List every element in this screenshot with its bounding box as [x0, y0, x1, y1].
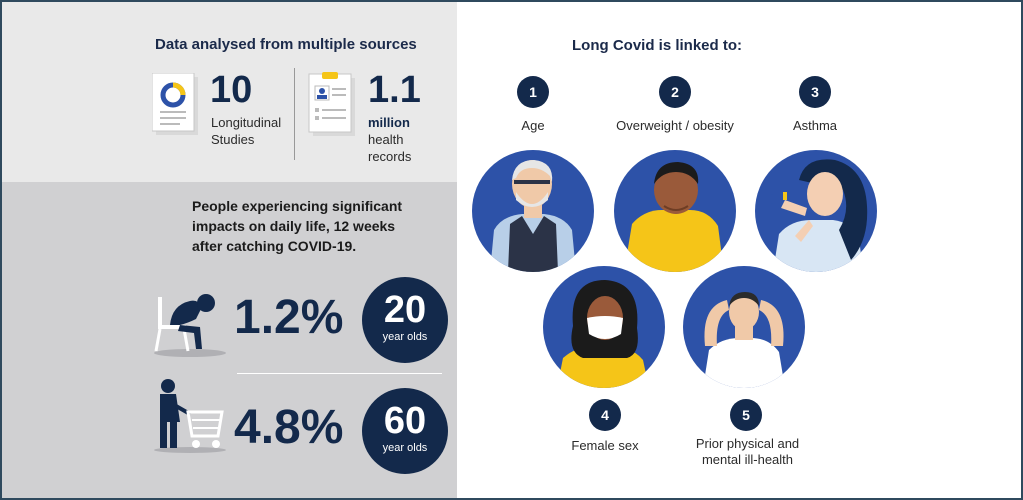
- condition-label-female-sex: Female sex: [571, 438, 639, 453]
- impacts-title-line-1: People experiencing significant: [192, 198, 403, 214]
- condition-label-asthma: Asthma: [792, 118, 838, 133]
- overweight-man-portrait: [614, 150, 736, 272]
- impacts-title: People experiencing significant impacts …: [192, 196, 402, 256]
- sources-title: Data analysed from multiple sources: [155, 36, 417, 53]
- number-badge-4: 4: [589, 399, 621, 431]
- number-badge-1: 1: [517, 76, 549, 108]
- condition-label-prior-ill-health: Prior physical and mental ill-health: [675, 436, 820, 468]
- age-badge-label: year olds: [382, 442, 428, 454]
- man-holding-head-portrait: [683, 266, 805, 388]
- condition-label-line-2: mental ill-health: [701, 452, 794, 467]
- condition-label-overweight: Overweight / obesity: [616, 118, 734, 133]
- impacts-title-line-2: impacts on daily life, 12 weeks: [192, 218, 396, 234]
- distressed-person-chair-icon: [150, 285, 226, 357]
- records-number: 1.1: [368, 69, 421, 111]
- records-label-1: million: [368, 115, 410, 130]
- number-badge-3: 3: [799, 76, 831, 108]
- divider: [294, 68, 295, 160]
- records-label-2: health: [368, 132, 404, 147]
- row-divider: [237, 373, 442, 374]
- studies-number: 10: [210, 69, 253, 111]
- condition-label-age: Age: [521, 118, 545, 133]
- elderly-man-portrait: [472, 150, 594, 272]
- woman-inhaler-portrait: [755, 150, 877, 272]
- age-badge-60: 60 year olds: [362, 388, 448, 474]
- woman-mask-portrait: [543, 266, 665, 388]
- impacts-title-line-3: after catching COVID-19.: [192, 238, 357, 254]
- linked-title: Long Covid is linked to:: [572, 37, 742, 54]
- sources-panel: [2, 2, 457, 182]
- age-badge-number: 20: [383, 289, 427, 331]
- age-badge-number: 60: [383, 400, 427, 442]
- studies-label-2: Studies: [211, 132, 255, 147]
- records-label-3: records: [368, 149, 412, 164]
- number-badge-5: 5: [730, 399, 762, 431]
- percent-row-2: 4.8%: [234, 401, 344, 454]
- percent-row-1: 1.2%: [234, 291, 344, 344]
- condition-label-line-1: Prior physical and: [695, 436, 800, 451]
- document-chart-icon: [151, 72, 200, 137]
- elderly-person-cart-icon: [150, 378, 226, 454]
- studies-label-1: Longitudinal: [211, 115, 282, 130]
- clipboard-icon: [308, 72, 358, 138]
- age-badge-20: 20 year olds: [362, 277, 448, 363]
- age-badge-label: year olds: [382, 331, 428, 343]
- number-badge-2: 2: [659, 76, 691, 108]
